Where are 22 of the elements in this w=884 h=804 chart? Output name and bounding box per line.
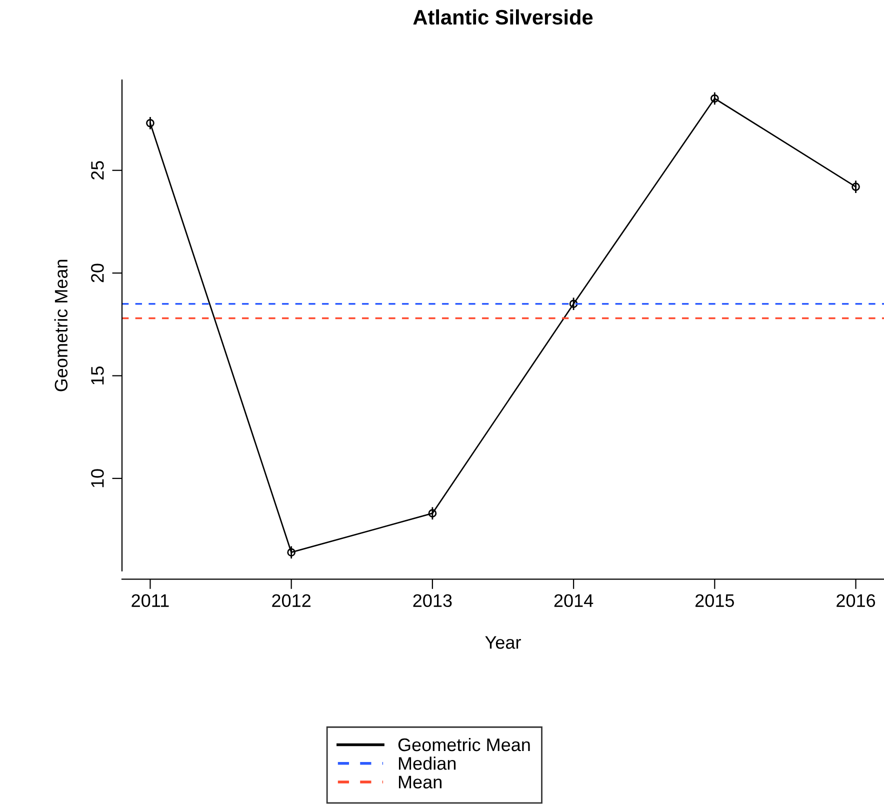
chart-title: Atlantic Silverside [413, 9, 593, 25]
x-tick-label: 2016 [836, 594, 876, 608]
point [428, 509, 437, 518]
point [569, 300, 578, 308]
x-tick-label: 2014 [554, 594, 594, 608]
point [146, 118, 154, 128]
x-tick-label: 2012 [272, 594, 311, 608]
point [287, 548, 296, 557]
legend-label: Mean [398, 776, 442, 788]
y-tick-label: 15 [91, 366, 104, 384]
legend-label: Median [398, 756, 456, 770]
x-tick-label: 2011 [132, 594, 169, 608]
x-tick-label: 2013 [413, 594, 452, 608]
y-tick-label: 10 [91, 469, 104, 488]
point [710, 94, 719, 103]
y-tick-label: 25 [91, 161, 104, 180]
legend-label: Geometric Mean [398, 738, 530, 752]
y-axis-title: Geometric Mean [54, 260, 68, 392]
y-tick-label: 20 [91, 264, 104, 282]
x-axis-title: Year [485, 636, 521, 649]
point [852, 182, 860, 191]
x-tick-label: 2015 [695, 594, 734, 608]
